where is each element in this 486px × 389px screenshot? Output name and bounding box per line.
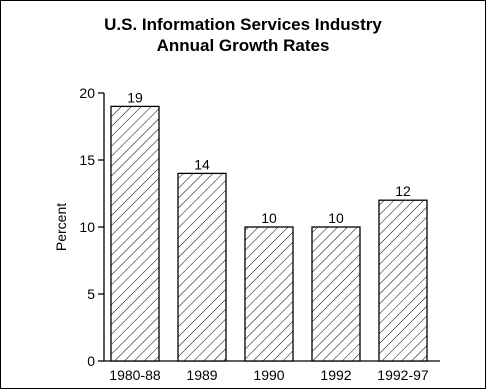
labels-group: 19 1980-88 14 1989 10 1990 10 1992 12 1992-97 xyxy=(109,89,429,383)
bars-group xyxy=(110,105,428,362)
bar-1989 xyxy=(177,172,227,362)
bar-1990 xyxy=(244,226,294,362)
x-tick-label: 1992 xyxy=(320,367,351,383)
data-label: 10 xyxy=(261,210,277,226)
axes-group: 0 5 10 15 20 Percent xyxy=(53,85,440,369)
data-label: 19 xyxy=(127,89,143,105)
chart-subtitle: Annual Growth Rates xyxy=(156,36,330,55)
data-label: 10 xyxy=(328,210,344,226)
x-tick-label: 1980-88 xyxy=(109,367,161,383)
bar-1980-88 xyxy=(110,105,160,362)
x-tick-label: 1990 xyxy=(253,367,284,383)
y-tick-label: 5 xyxy=(87,286,95,302)
y-axis-label: Percent xyxy=(53,203,69,251)
chart-title: U.S. Information Services Industry xyxy=(104,15,382,34)
chart-title-block: U.S. Information Services Industry Annua… xyxy=(0,14,486,56)
x-tick-label: 1989 xyxy=(186,367,217,383)
bar-1992-97 xyxy=(378,199,428,362)
y-tick-label: 0 xyxy=(87,353,95,369)
x-tick-label: 1992-97 xyxy=(377,367,429,383)
data-label: 14 xyxy=(194,156,210,172)
bar-1992 xyxy=(311,226,361,362)
y-tick-label: 15 xyxy=(79,152,95,168)
y-tick-label: 20 xyxy=(79,85,95,101)
data-label: 12 xyxy=(395,183,411,199)
y-tick-label: 10 xyxy=(79,219,95,235)
